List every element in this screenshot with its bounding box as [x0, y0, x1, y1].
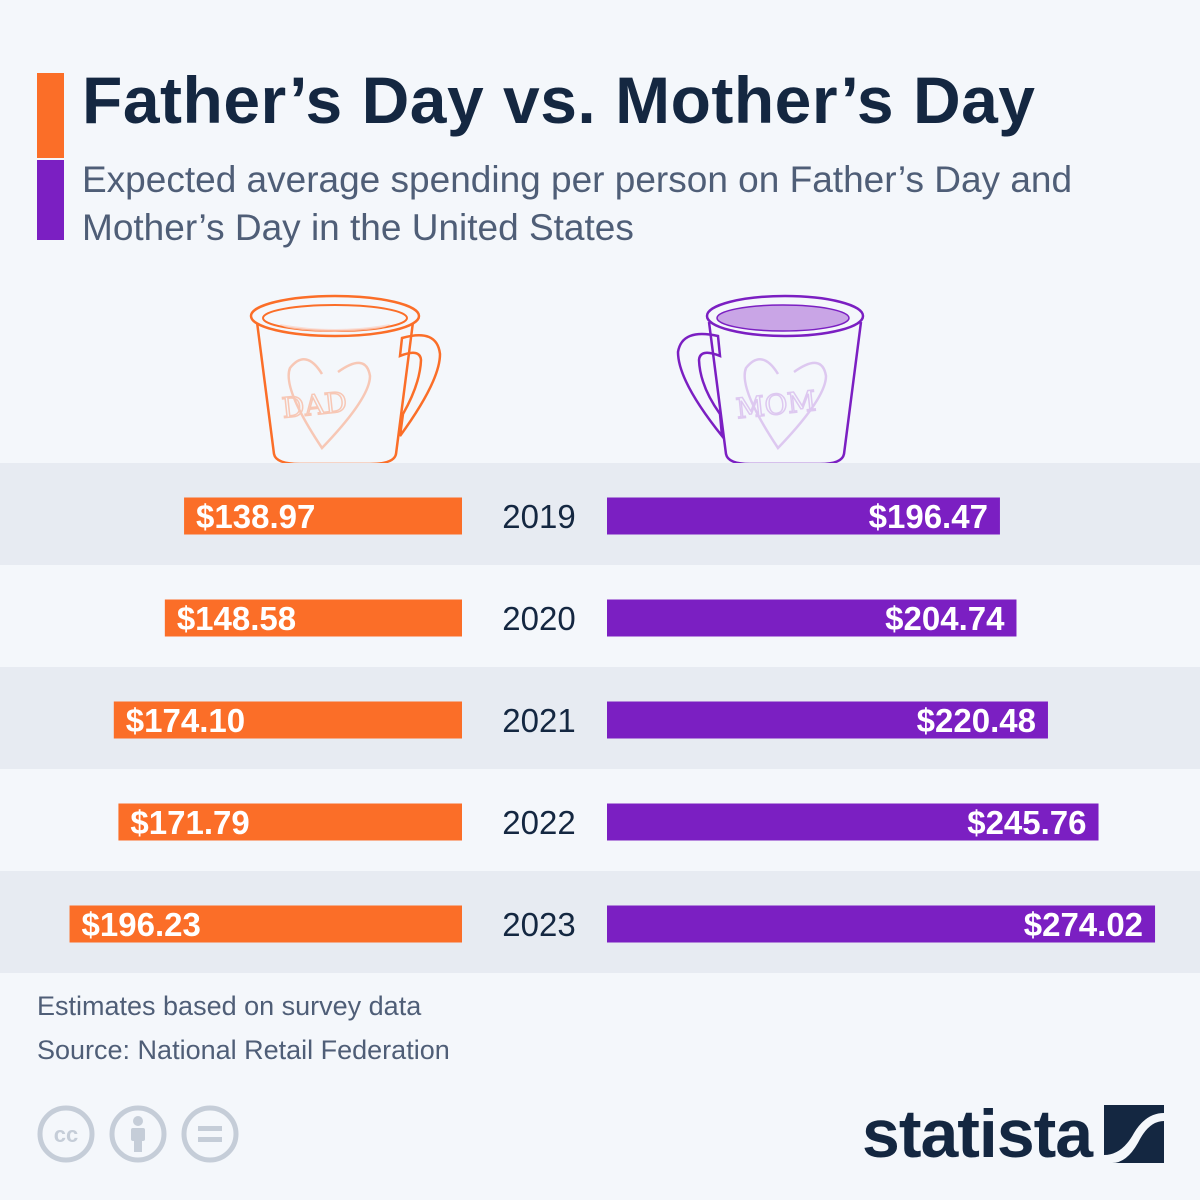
mother-bar: [607, 701, 1048, 739]
year-label: 2019: [502, 498, 575, 535]
year-label: 2022: [502, 804, 575, 841]
year-label: 2020: [502, 600, 575, 637]
year-label: 2023: [502, 906, 575, 943]
svg-text:cc: cc: [54, 1122, 78, 1147]
father-mug-label: DAD: [280, 385, 348, 425]
spending-chart: $138.97 2019 $196.47 $148.58 2020 $204.74 $174…: [0, 463, 1200, 973]
father-accent-bar: [37, 73, 64, 158]
father-bar: [184, 497, 462, 535]
mother-value-label: $196.47: [869, 498, 988, 535]
father-value-label: $196.23: [82, 906, 201, 943]
father-value-label: $148.58: [177, 600, 296, 637]
attribution-icon[interactable]: [109, 1105, 167, 1163]
row-band: [0, 463, 1200, 565]
father-bar: [69, 905, 462, 943]
mother-bar: [607, 803, 1099, 841]
mother-bar: [607, 905, 1156, 943]
father-bar: [164, 599, 462, 637]
father-value-label: $174.10: [126, 702, 245, 739]
mother-bar: [607, 497, 1000, 535]
mother-value-label: $220.48: [917, 702, 1036, 739]
father-value-label: $171.79: [130, 804, 249, 841]
page-subtitle: Expected average spending per person on …: [82, 159, 1073, 248]
creative-commons-icon[interactable]: cc: [37, 1105, 95, 1163]
mother-accent-bar: [37, 160, 64, 240]
year-label: 2021: [502, 702, 575, 739]
mother-value-label: $204.74: [885, 600, 1005, 637]
footnote: Estimates based on survey data: [37, 991, 422, 1021]
mother-value-label: $245.76: [967, 804, 1086, 841]
page-title: Father’s Day vs. Mother’s Day: [82, 63, 1036, 137]
statista-logo-icon[interactable]: [1104, 1105, 1164, 1163]
statista-logo-text[interactable]: statista: [862, 1096, 1093, 1172]
father-bar: [113, 701, 463, 739]
mother-bar: [607, 599, 1017, 637]
father-mug-icon: DAD: [249, 294, 442, 466]
no-derivatives-icon[interactable]: [181, 1105, 239, 1163]
mother-mug-icon: MOM: [676, 294, 865, 466]
father-bar: [118, 803, 463, 841]
father-value-label: $138.97: [196, 498, 315, 535]
mother-value-label: $274.02: [1024, 906, 1143, 943]
source-note: Source: National Retail Federation: [37, 1035, 450, 1065]
